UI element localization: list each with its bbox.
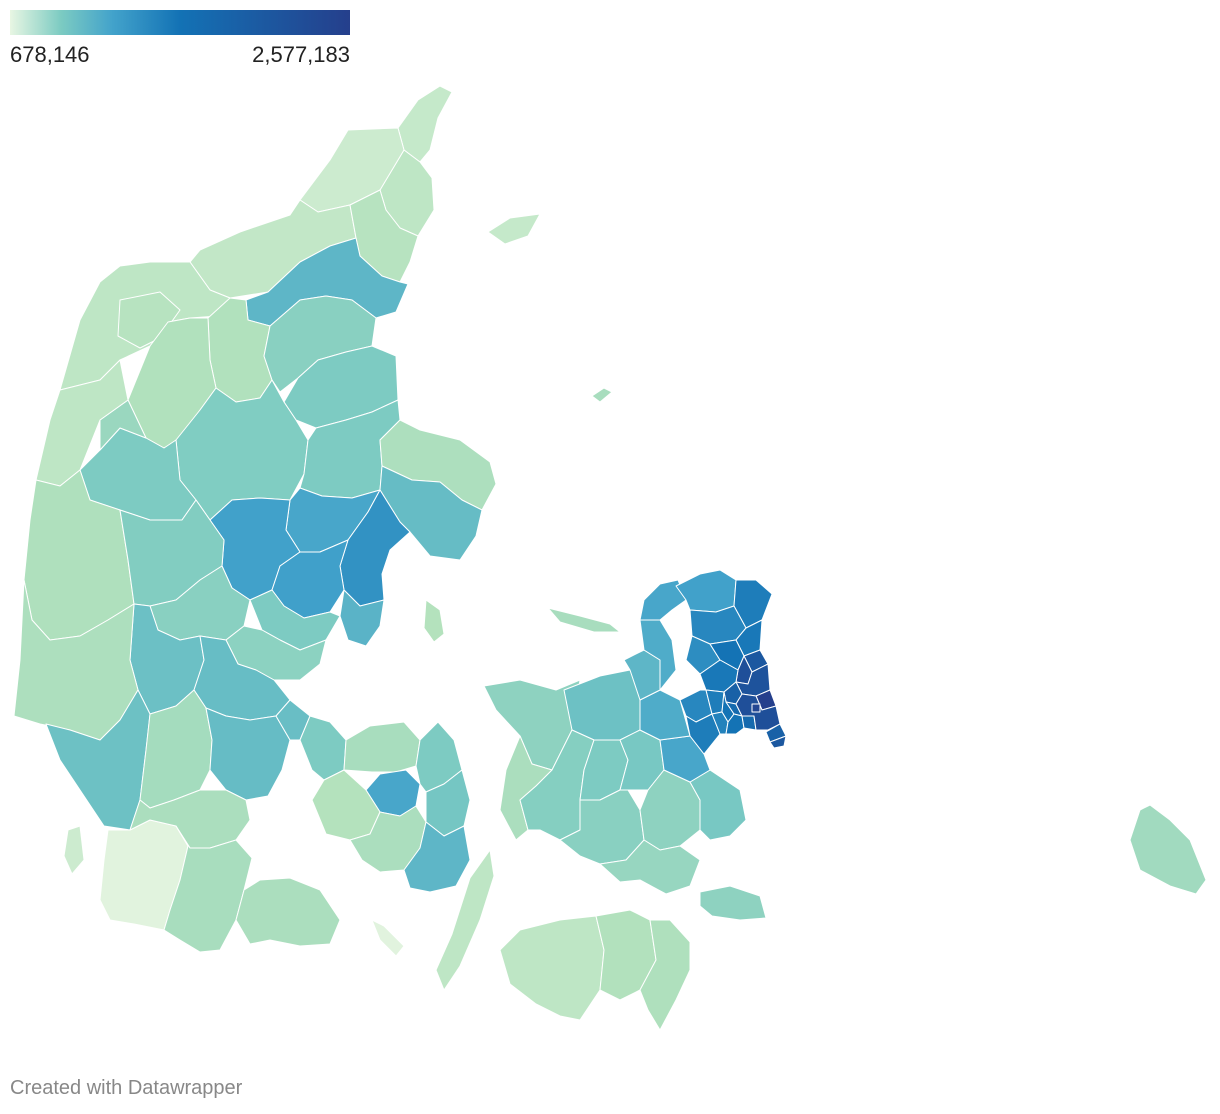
region-bornholm[interactable] — [1129, 804, 1207, 895]
region-svendborg[interactable] — [403, 821, 471, 893]
legend-max-label: 2,577,183 — [252, 42, 350, 67]
region-middelfart[interactable] — [299, 715, 347, 781]
region-assens[interactable] — [311, 769, 381, 841]
region-moen[interactable] — [699, 885, 767, 921]
color-legend: 678,146 2,577,183 — [10, 10, 350, 70]
region-gribskov[interactable] — [675, 569, 737, 613]
legend-min-label: 678,146 — [10, 42, 90, 67]
region-anholt[interactable] — [591, 387, 613, 403]
region-samsoe[interactable] — [423, 599, 445, 643]
region-aabenraa[interactable] — [163, 825, 253, 953]
region-odder[interactable] — [339, 589, 385, 647]
region-nordfyn[interactable] — [343, 721, 421, 773]
region-dragoer[interactable] — [769, 735, 787, 749]
region-langeland[interactable] — [435, 849, 495, 991]
region-holbaek[interactable] — [563, 669, 643, 741]
region-kolding[interactable] — [205, 707, 291, 801]
region-aeroe[interactable] — [371, 919, 405, 957]
region-falster[interactable] — [639, 919, 691, 1031]
region-vejen[interactable] — [139, 689, 213, 809]
region-frederiksberg[interactable] — [751, 703, 761, 713]
region-vendsyssel-north[interactable] — [397, 85, 453, 163]
region-naestved[interactable] — [559, 789, 645, 865]
region-vordingborg[interactable] — [599, 839, 701, 895]
datawrapper-credit: Created with Datawrapper — [10, 1077, 243, 1099]
denmark-choropleth-map — [13, 85, 1207, 1031]
region-fanoe[interactable] — [63, 825, 85, 875]
legend-gradient-bar — [10, 10, 350, 35]
region-roskilde[interactable] — [639, 689, 691, 741]
region-laesoe[interactable] — [487, 213, 541, 245]
region-sejeroe[interactable] — [547, 607, 621, 633]
region-soenderborg[interactable] — [235, 877, 341, 947]
region-frederikssund[interactable] — [639, 619, 677, 691]
region-lolland[interactable] — [499, 915, 605, 1021]
region-halsnaes[interactable] — [639, 579, 687, 621]
region-haderslev[interactable] — [129, 789, 251, 849]
